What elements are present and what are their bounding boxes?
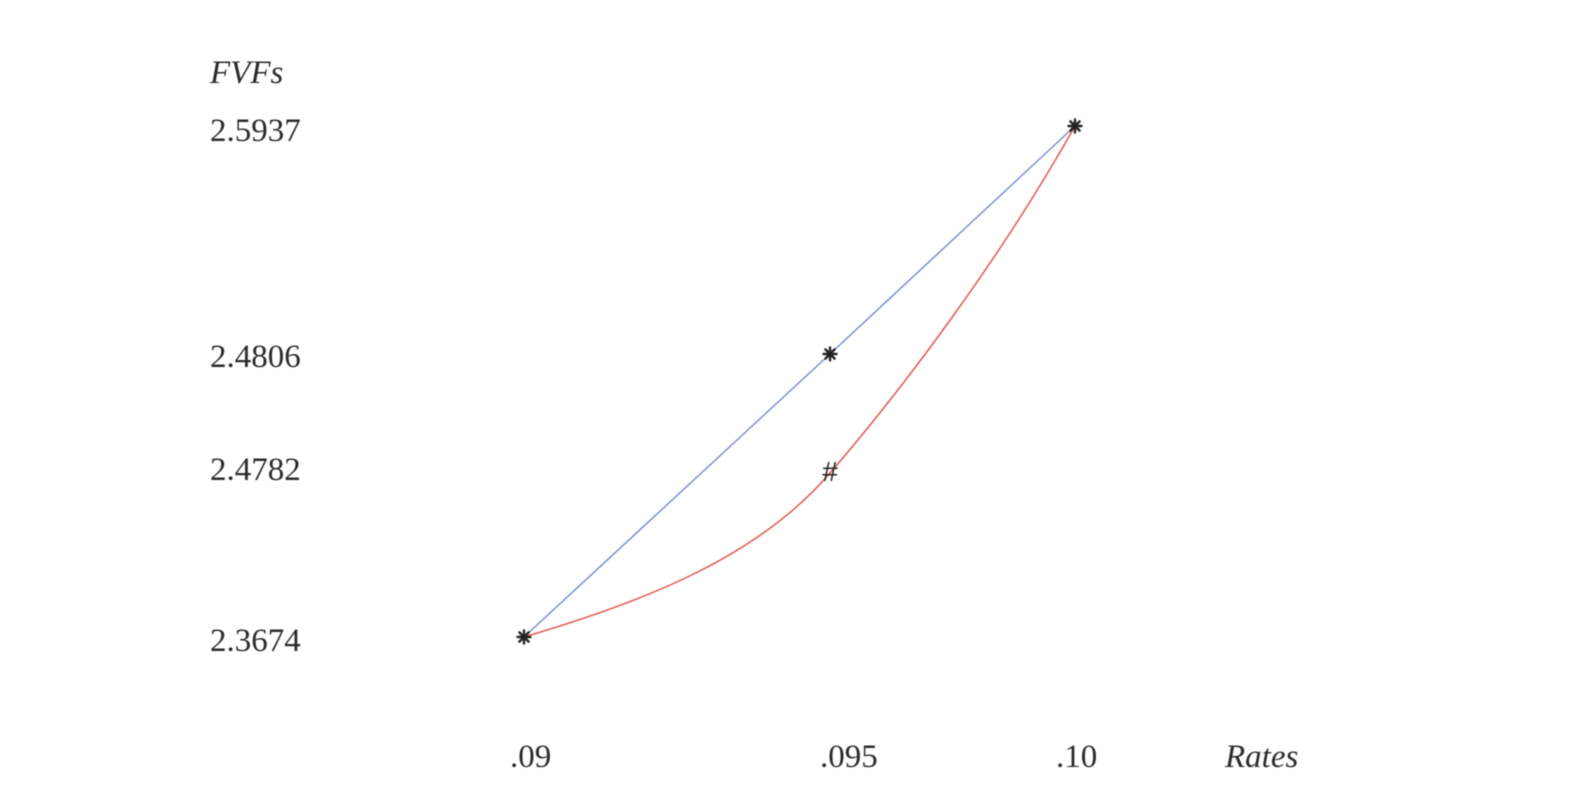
svg-text:#: # [822,456,838,487]
